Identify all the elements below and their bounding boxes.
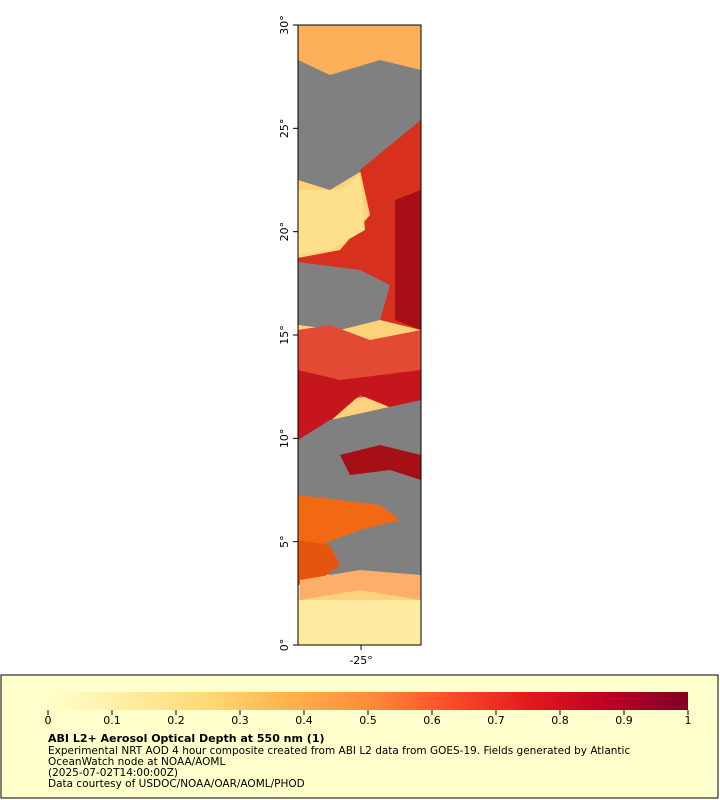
y-tick-label: 0° — [278, 639, 291, 652]
colorbar-tick-label: 0.8 — [551, 714, 569, 727]
colorbar-tick-label: 0.1 — [103, 714, 121, 727]
colorbar-tick-label: 0.3 — [231, 714, 249, 727]
y-tick-label: 30° — [278, 15, 291, 35]
y-tick-label: 10° — [278, 429, 291, 449]
y-tick-label: 5° — [278, 535, 291, 548]
legend-line: (2025-07-02T14:00:00Z) — [48, 767, 178, 779]
colorbar-tick-label: 0.5 — [359, 714, 377, 727]
colorbar-tick-label: 0.7 — [487, 714, 505, 727]
colorbar-ticks: 0 0.1 0.2 0.3 0.4 0.5 0.6 0.7 0.8 0.9 1 — [45, 710, 692, 727]
y-tick-label: 15° — [278, 325, 291, 345]
y-tick-label: 20° — [278, 222, 291, 242]
y-tick-label: 25° — [278, 119, 291, 139]
colorbar-tick-label: 1 — [685, 714, 692, 727]
colorbar-tick-label: 0.4 — [295, 714, 313, 727]
legend-title: ABI L2+ Aerosol Optical Depth at 550 nm … — [48, 732, 325, 745]
colorbar-tick-label: 0.6 — [423, 714, 441, 727]
colorbar-tick-label: 0 — [45, 714, 52, 727]
colorbar-tick-label: 0.2 — [167, 714, 185, 727]
aod-raster — [298, 25, 421, 645]
colorbar — [48, 692, 688, 710]
legend-line: Data courtesy of USDOC/NOAA/OAR/AOML/PHO… — [48, 778, 305, 790]
colorbar-tick-label: 0.9 — [615, 714, 633, 727]
legend-line: Experimental NRT AOD 4 hour composite cr… — [48, 745, 630, 757]
legend-line: OceanWatch node at NOAA/AOML — [48, 756, 225, 768]
x-tick-label: -25° — [349, 654, 372, 667]
map-axes: 0° 5° 10° 15° 20° 25° 30° -25° — [278, 15, 373, 667]
